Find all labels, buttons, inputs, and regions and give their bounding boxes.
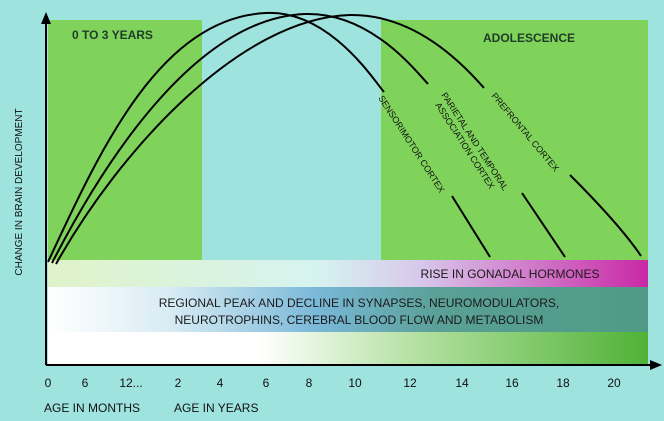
synapse-band <box>48 287 648 332</box>
sensorimotor-curve-lower <box>451 195 491 258</box>
adolescence-zone-label: ADOLESCENCE <box>483 31 575 45</box>
parietal-temporal-curve <box>51 12 429 264</box>
hormone-band-label: RISE IN GONADAL HORMONES <box>421 267 600 281</box>
prefrontal-curve-lower <box>569 174 642 257</box>
x-tick-label: 14 <box>455 376 469 390</box>
x-tick-label: 18 <box>556 376 570 390</box>
ramp-band <box>48 332 648 365</box>
x-tick-label: 12... <box>119 376 142 390</box>
synapse-band-label-2: NEUROTROPHINS, CEREBRAL BLOOD FLOW AND M… <box>175 313 544 327</box>
prefrontal-curve <box>55 13 485 265</box>
x-tick-label: 20 <box>607 376 621 390</box>
sensorimotor-curve <box>47 11 385 263</box>
parietal-temporal-curve-lower <box>521 192 566 258</box>
early-zone-label: 0 TO 3 YEARS <box>72 28 153 42</box>
x-tick-label: 8 <box>306 376 313 390</box>
y-axis-arrow-icon <box>41 12 51 24</box>
x-tick-label: 4 <box>217 376 224 390</box>
x-axis-label-years: AGE IN YEARS <box>174 401 258 415</box>
hormone-band <box>48 260 648 287</box>
x-tick-label: 6 <box>263 376 270 390</box>
x-tick-labels: 0 6 12... 2 4 6 8 10 12 14 16 18 20 <box>45 376 621 390</box>
x-axis-arrow-icon <box>650 360 662 370</box>
x-tick-label: 16 <box>505 376 519 390</box>
synapse-band-label-1: REGIONAL PEAK AND DECLINE IN SYNAPSES, N… <box>159 296 560 310</box>
x-tick-label: 0 <box>45 376 52 390</box>
x-tick-label: 6 <box>82 376 89 390</box>
x-tick-label: 10 <box>348 376 362 390</box>
y-axis-label: CHANGE IN BRAIN DEVELOPMENT <box>14 108 25 275</box>
x-axis-label-months: AGE IN MONTHS <box>44 401 140 415</box>
x-tick-label: 12 <box>403 376 417 390</box>
x-tick-label: 2 <box>175 376 182 390</box>
